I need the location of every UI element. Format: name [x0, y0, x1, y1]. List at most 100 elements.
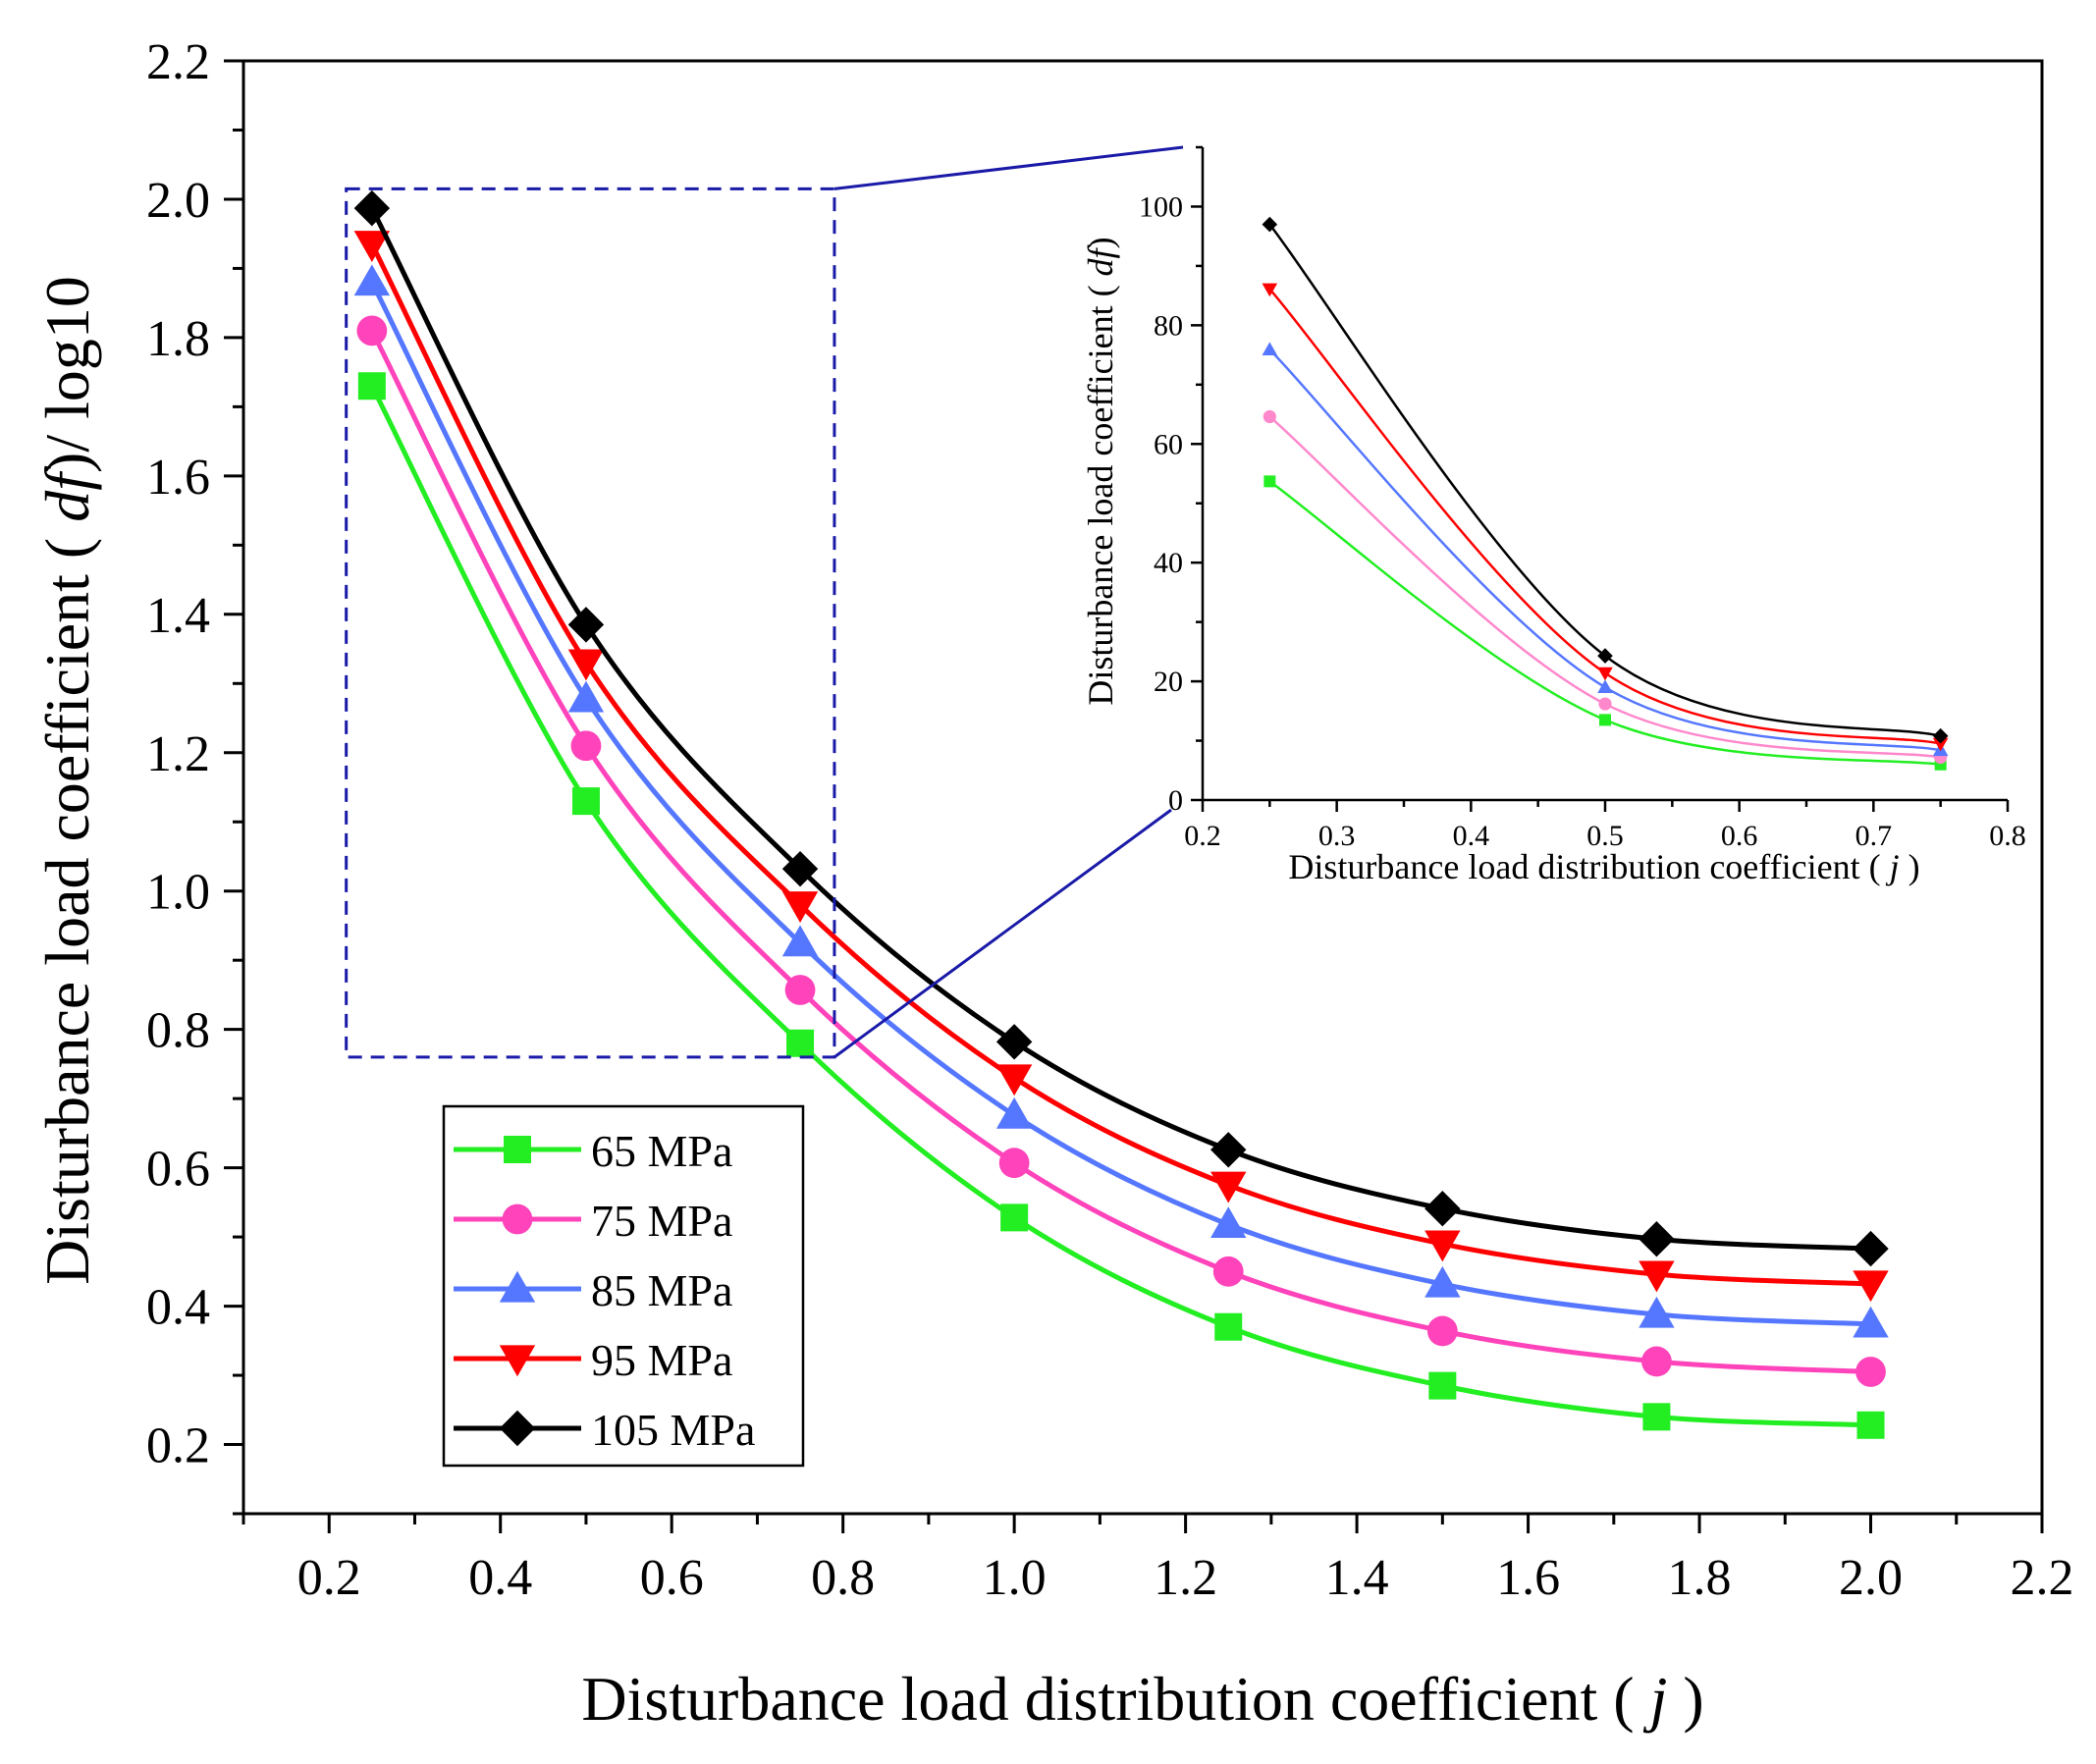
inset-data-point: [1598, 697, 1612, 711]
inset-series-2: [1262, 342, 1949, 757]
main-data-point: [1424, 1265, 1461, 1298]
main-data-point: [567, 607, 605, 643]
main-x-tick-label: 0.6: [640, 1550, 704, 1606]
main-y-tick-label: 2.0: [146, 173, 210, 229]
main-data-point: [1853, 1270, 1889, 1303]
main-data-point: [1212, 1256, 1244, 1287]
main-x-tick-label: 1.2: [1154, 1550, 1217, 1606]
main-data-point: [781, 891, 819, 924]
legend-marker: [502, 1203, 533, 1235]
main-data-point: [1424, 1191, 1461, 1227]
inset-data-point: [1262, 216, 1278, 233]
main-data-point: [1853, 1230, 1889, 1267]
inset-y-title-var: df: [1081, 243, 1120, 276]
inset-x-title-var: j: [1886, 847, 1900, 886]
inset-y-tick-labels: 0 20 40 60 80 100: [1139, 190, 1183, 817]
main-data-point: [567, 649, 605, 681]
main-data-point: [1856, 1411, 1885, 1439]
inset-y-tick-label: 80: [1154, 309, 1183, 342]
main-data-point: [1639, 1221, 1675, 1257]
inset-data-point: [1597, 667, 1613, 681]
main-y-tick-label: 2.2: [146, 34, 210, 90]
main-x-tick-label: 1.8: [1668, 1550, 1732, 1606]
main-data-point: [1639, 1260, 1675, 1293]
main-data-point: [1210, 1206, 1247, 1239]
inset-x-title-pre: Disturbance load distribution coefficien…: [1288, 847, 1889, 886]
inset-series-line: [1268, 348, 1941, 752]
inset-x-tick-label: 0.8: [1989, 820, 2026, 852]
inset-x-title-post: ): [1900, 847, 1920, 886]
inset-data-point: [1597, 648, 1613, 664]
main-data-point: [1853, 1306, 1889, 1338]
legend-label: 85 MPa: [591, 1265, 732, 1315]
main-data-point: [781, 925, 819, 957]
main-series-line: [369, 281, 1871, 1327]
main-y-tick-label: 1.4: [146, 588, 210, 644]
main-y-tick-label: 0.8: [146, 1003, 210, 1059]
main-data-point: [1210, 1171, 1247, 1203]
main-series-4: [353, 189, 1889, 1267]
main-x-tick-label: 2.0: [1839, 1550, 1903, 1606]
inset-x-tick-label: 0.6: [1721, 820, 1758, 852]
main-x-title-post: ): [1667, 1664, 1703, 1734]
main-data-point: [998, 1148, 1030, 1179]
main-data-point: [1642, 1403, 1671, 1431]
inset-y-tick-label: 100: [1139, 190, 1183, 223]
inset-series-line: [1268, 223, 1941, 737]
main-y-axis-title: Disturbance load coefficient ( df)/ log1…: [32, 276, 102, 1285]
main-x-tick-label: 1.4: [1325, 1550, 1389, 1606]
main-data-point: [1426, 1315, 1458, 1347]
legend-label: 95 MPa: [591, 1335, 732, 1385]
main-series-1: [356, 315, 1886, 1387]
zoom-connector-bottom: [833, 808, 1172, 1059]
main-data-point: [357, 372, 386, 401]
inset-series-3: [1262, 283, 1949, 752]
main-y-tick-label: 1.0: [146, 865, 210, 921]
inset-data-point: [1263, 409, 1276, 424]
legend-item: 65 MPa: [454, 1126, 732, 1176]
legend-box: [442, 1104, 805, 1468]
main-data-point: [353, 264, 391, 296]
inset-series-group: [1262, 216, 1949, 771]
main-data-point: [1855, 1357, 1886, 1387]
inset-y-tick-label: 60: [1154, 428, 1183, 460]
main-y-title-pre: Disturbance load coefficient (: [32, 522, 102, 1285]
inset-x-tick-labels: 0.2 0.3 0.4 0.5 0.6 0.7 0.8: [1184, 820, 2026, 852]
legend-label: 105 MPa: [591, 1405, 755, 1455]
inset-x-tick-label: 0.3: [1318, 820, 1356, 852]
legend-item: 85 MPa: [454, 1265, 732, 1315]
main-y-tick-label: 1.2: [146, 726, 210, 782]
inset-axes: [1191, 145, 2010, 812]
main-data-point: [1000, 1203, 1029, 1232]
main-x-tick-label: 2.2: [2011, 1550, 2074, 1606]
legend-marker: [504, 1136, 531, 1163]
main-data-point: [571, 787, 600, 816]
main-data-point: [1210, 1132, 1247, 1168]
main-data-point: [1214, 1312, 1243, 1341]
inset-y-tick-label: 20: [1154, 666, 1183, 698]
zoom-indicator: [345, 145, 1184, 1059]
main-series-3: [353, 231, 1889, 1303]
inset-y-title-pre: Disturbance load coefficient (: [1081, 276, 1120, 705]
inset-data-point: [1932, 737, 1949, 752]
main-data-point: [995, 1096, 1033, 1129]
main-x-tick-label: 0.8: [811, 1550, 875, 1606]
main-data-point: [1639, 1296, 1675, 1328]
inset-data-point: [1599, 714, 1611, 726]
inset-data-point: [1262, 283, 1278, 297]
inset-series-line: [1268, 288, 1941, 745]
legend-item: 75 MPa: [454, 1196, 732, 1246]
main-data-point: [353, 189, 391, 227]
inset-y-title-post: ): [1081, 237, 1120, 248]
inset-data-point: [1932, 727, 1949, 744]
main-series-line: [369, 206, 1871, 1252]
main-data-point: [995, 1064, 1033, 1096]
main-data-point: [781, 850, 819, 887]
main-data-point: [567, 680, 605, 713]
legend-item: 95 MPa: [454, 1335, 732, 1385]
inset-x-tick-label: 0.2: [1184, 820, 1221, 852]
inset-data-point: [1597, 679, 1613, 693]
main-data-point: [353, 231, 391, 262]
main-x-tick-label: 0.2: [297, 1550, 361, 1606]
